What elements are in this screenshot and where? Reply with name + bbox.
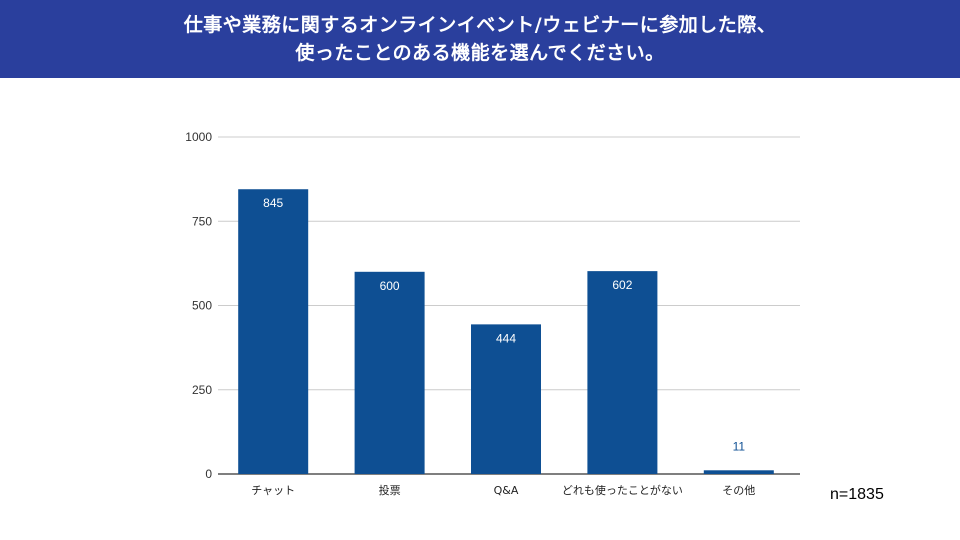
title-banner: 仕事や業務に関するオンラインイベント/ウェビナーに参加した際、 使ったことのある…: [0, 0, 960, 78]
bar: [238, 189, 309, 475]
title-line-2: 使ったことのある機能を選んでください。: [295, 42, 665, 64]
x-tick-label: 投票: [379, 483, 401, 497]
data-label: 600: [380, 279, 400, 293]
x-tick-label: どれも使ったことがない: [562, 483, 683, 497]
data-label: 602: [612, 278, 632, 292]
y-tick-label: 250: [192, 383, 212, 397]
data-label: 444: [496, 331, 516, 345]
y-tick-label: 750: [192, 214, 212, 228]
title-line-1: 仕事や業務に関するオンラインイベント/ウェビナーに参加した際、: [183, 14, 777, 36]
bar: [471, 324, 541, 474]
y-tick-label: 500: [192, 299, 212, 313]
x-tick-label: Q&A: [494, 484, 519, 497]
x-tick-label: チャット: [251, 484, 295, 497]
bar: [354, 271, 425, 474]
data-label: 11: [733, 439, 746, 453]
y-tick-label: 1000: [185, 130, 212, 144]
sample-size-label: n=1835: [830, 486, 884, 503]
bar: [587, 271, 658, 474]
y-tick-label: 0: [205, 467, 212, 481]
bar: [703, 470, 774, 474]
data-label: 845: [263, 196, 283, 210]
x-tick-label: その他: [722, 484, 755, 497]
